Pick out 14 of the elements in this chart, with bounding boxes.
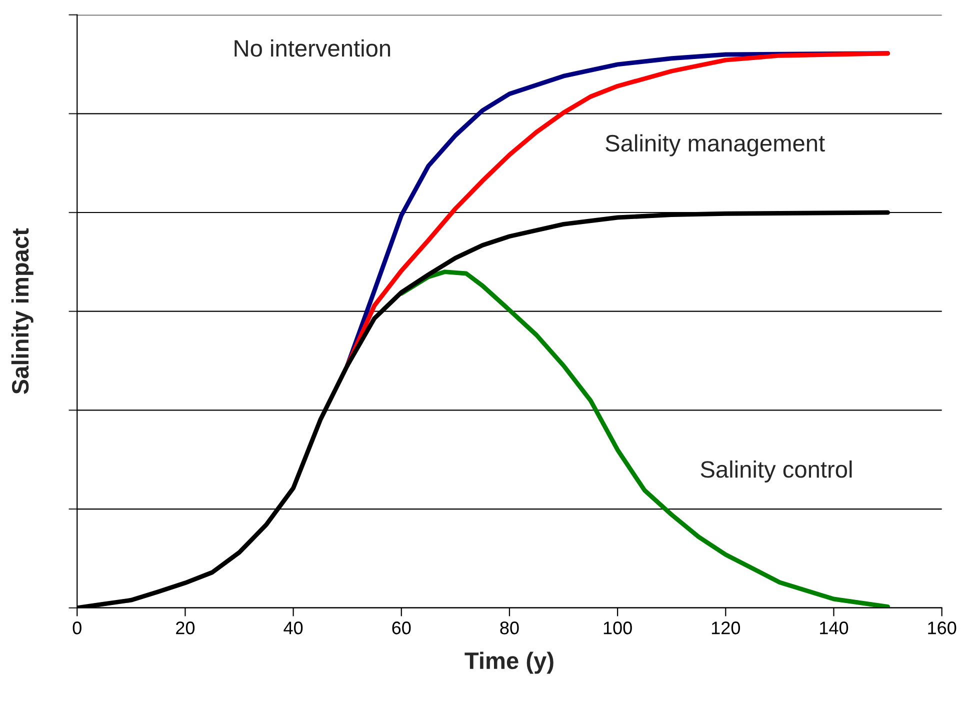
annotation: Salinity management (606, 134, 825, 156)
x-tick-label: 40 (284, 622, 303, 634)
x-tick-label: 20 (176, 622, 195, 634)
x-tick-label: 60 (392, 622, 411, 634)
x-tick-label: 120 (712, 622, 740, 634)
x-tick-label: 80 (500, 622, 519, 634)
x-tick-label: 0 (72, 622, 82, 634)
x-axis-title: Time (y) (464, 652, 554, 674)
x-tick-label: 160 (928, 622, 956, 634)
annotation: Salinity control (700, 460, 852, 482)
x-tick-label: 100 (604, 622, 632, 634)
y-axis-title: Salinity impact (11, 228, 34, 394)
x-tick-label: 140 (820, 622, 848, 634)
annotation: No intervention (234, 39, 390, 57)
